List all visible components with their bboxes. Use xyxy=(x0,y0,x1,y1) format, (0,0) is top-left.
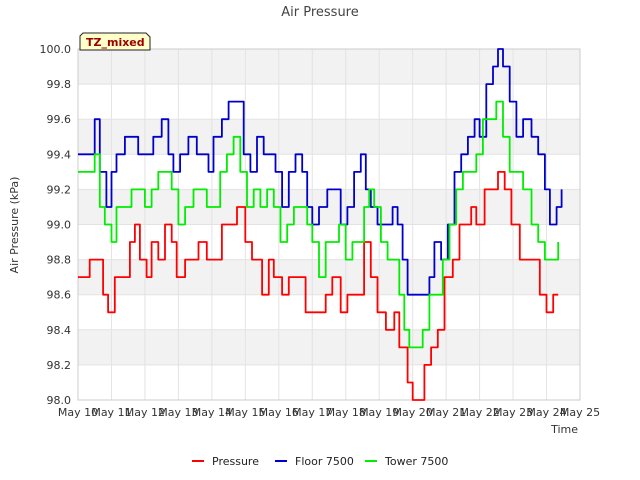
x-tick-label: May 18 xyxy=(326,406,366,419)
y-tick-label: 99.2 xyxy=(47,183,72,196)
x-tick-label: May 23 xyxy=(493,406,533,419)
legend: Pressure Floor 7500 Tower 7500 xyxy=(192,455,448,468)
grid-band xyxy=(78,259,580,295)
tz-badge-label: TZ_mixed xyxy=(86,36,145,49)
legend-label-floor-7500: Floor 7500 xyxy=(295,455,354,468)
grid-band xyxy=(78,189,580,225)
x-axis-label: Time xyxy=(550,423,578,436)
x-tick-label: May 21 xyxy=(426,406,466,419)
tz-badge-box xyxy=(79,32,151,51)
x-tick-label: May 16 xyxy=(259,406,299,419)
series-line-floor-7500 xyxy=(78,48,563,296)
y-tick-label: 99.4 xyxy=(47,148,72,161)
chart-title: Air Pressure xyxy=(281,5,359,20)
x-tick-label: May 10 xyxy=(58,406,98,419)
y-tick-label: 98.2 xyxy=(47,359,72,372)
x-tick-label: May 15 xyxy=(225,406,265,419)
x-tick-label: May 20 xyxy=(393,406,433,419)
y-tick-label: 98.6 xyxy=(47,289,72,302)
x-tick-label: May 14 xyxy=(192,406,232,419)
y-tick-label: 99.8 xyxy=(47,78,72,91)
grid-band xyxy=(78,329,580,365)
y-tick-label: 98.4 xyxy=(47,324,72,337)
plot-frame xyxy=(77,48,581,401)
series-line-tower-7500 xyxy=(78,100,560,349)
x-tick-label: May 11 xyxy=(91,406,131,419)
y-tick-label: 98.8 xyxy=(47,254,72,267)
y-axis-label: Air Pressure (kPa) xyxy=(8,177,21,274)
x-tick-label: May 17 xyxy=(292,406,332,419)
y-tick-label: 98.0 xyxy=(47,394,72,407)
y-tick-label: 99.6 xyxy=(47,113,72,126)
y-tick-label: 100.0 xyxy=(40,43,72,56)
series-layer xyxy=(78,48,563,401)
series-line-pressure xyxy=(78,171,559,401)
legend-label-pressure: Pressure xyxy=(212,455,259,468)
x-tick-label: May 12 xyxy=(125,406,165,419)
x-tick-label: May 19 xyxy=(359,406,399,419)
y-tick-label: 99.0 xyxy=(47,219,72,232)
legend-label-tower-7500: Tower 7500 xyxy=(384,455,448,468)
x-tick-label: May 13 xyxy=(158,406,198,419)
x-tick-label: May 24 xyxy=(526,406,566,419)
tz-badge: TZ_mixed xyxy=(79,32,151,51)
y-axis-ticks: 98.0 98.2 98.4 98.6 98.8 99.0 99.2 99.4 99.6 99.8… xyxy=(40,43,72,407)
x-tick-label: May 25 xyxy=(560,406,600,419)
x-tick-label: May 22 xyxy=(459,406,499,419)
